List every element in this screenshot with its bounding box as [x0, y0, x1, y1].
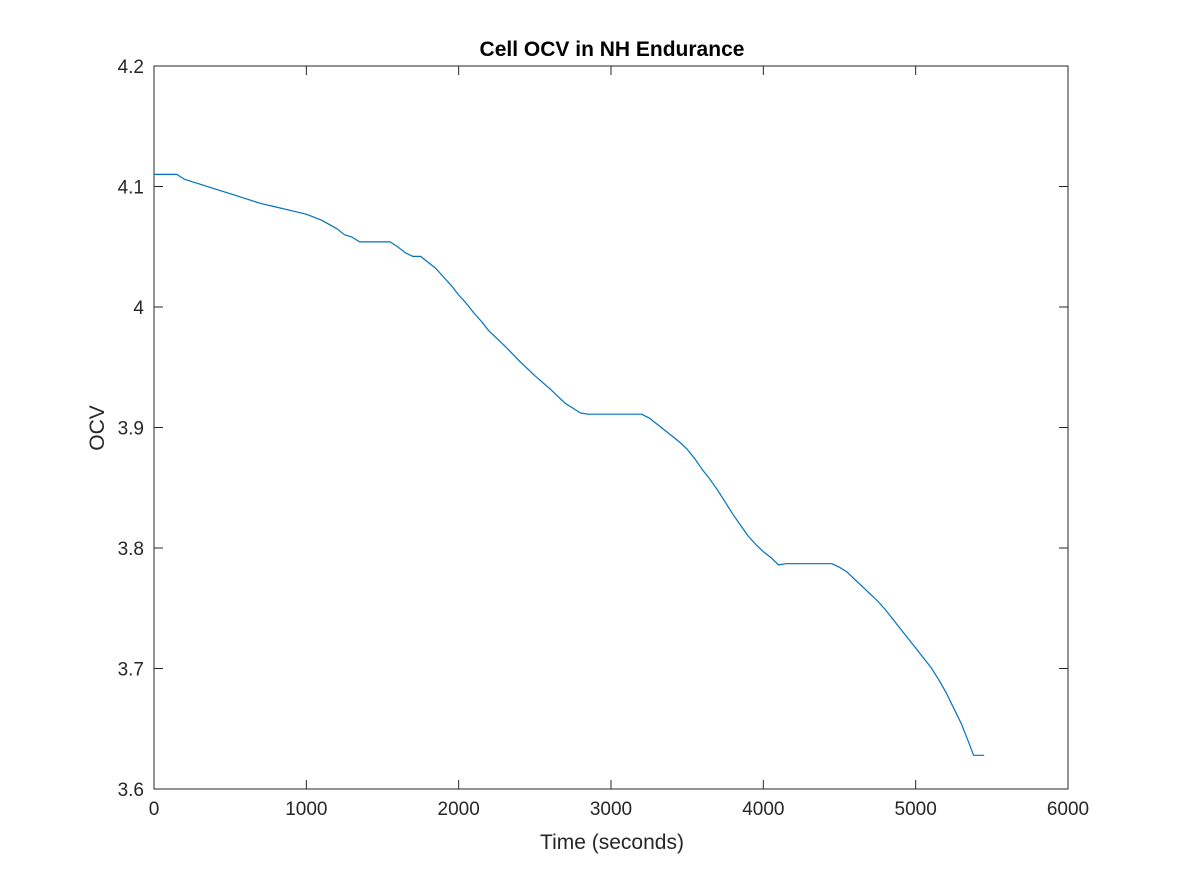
y-tick-label: 3.9 — [118, 419, 144, 440]
y-tick-label: 4 — [133, 298, 144, 319]
y-tick-label: 3.8 — [118, 539, 144, 560]
y-axis-ticks: 3.6 3.7 3.8 3.9 4 4.1 4.2 — [118, 57, 1068, 801]
plot-area-box — [153, 65, 1069, 790]
x-tick-label: 5000 — [895, 799, 937, 820]
ocv-series-line — [154, 173, 985, 756]
x-tick-label: 1000 — [285, 799, 327, 820]
x-axis-ticks: 0 1000 2000 3000 4000 5000 6000 — [149, 66, 1089, 820]
x-tick-label: 6000 — [1047, 799, 1089, 820]
y-tick-label: 4.2 — [118, 57, 144, 78]
y-tick-label: 3.6 — [118, 780, 144, 801]
x-tick-label: 3000 — [590, 799, 632, 820]
x-tick-label: 4000 — [742, 799, 784, 820]
x-tick-label: 2000 — [438, 799, 480, 820]
series-layer — [154, 173, 985, 756]
y-tick-label: 3.7 — [118, 660, 144, 681]
x-tick-label: 0 — [149, 799, 160, 820]
chart-title: Cell OCV in NH Endurance — [480, 38, 745, 61]
x-axis-label: Time (seconds) — [540, 831, 684, 854]
y-axis-label: OCV — [86, 405, 109, 451]
y-tick-label: 4.1 — [118, 178, 144, 199]
